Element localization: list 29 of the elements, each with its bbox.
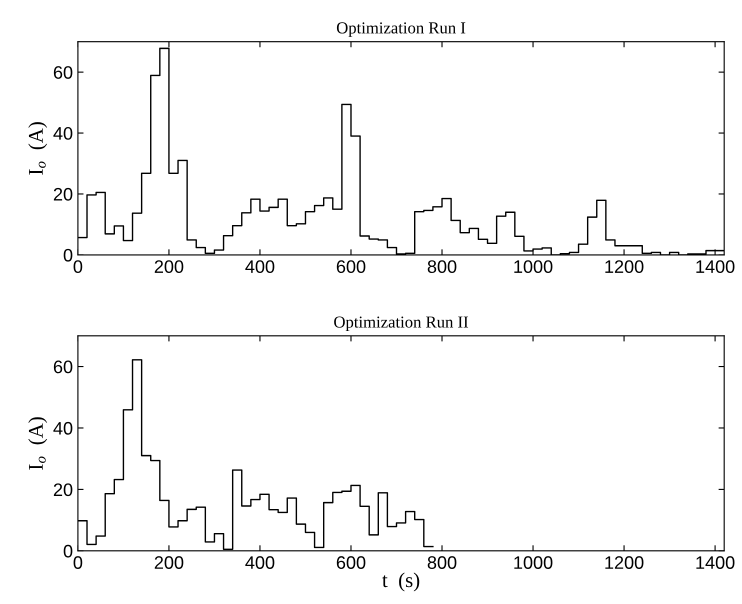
chart-title: Optimization Run I <box>336 22 466 37</box>
x-tick-label: 0 <box>74 556 82 569</box>
x-tick-label: 0 <box>74 260 82 274</box>
x-tick-label: 800 <box>428 260 456 274</box>
y-tick-label: 60 <box>54 360 72 374</box>
x-tick-label: 600 <box>336 260 366 274</box>
x-tick-label: 400 <box>245 260 274 274</box>
x-tick-label: 1000 <box>514 260 552 274</box>
y-tick-label: 20 <box>54 483 72 496</box>
chart-title: Optimization Run II <box>334 316 468 332</box>
y-tick-label: 20 <box>54 188 72 201</box>
y-tick-label: 40 <box>53 422 72 435</box>
x-tick-label: 1200 <box>605 556 644 569</box>
x-axis-title: t (s) <box>382 572 420 592</box>
y-axis-title: I$_{o}$ (A) <box>28 417 48 470</box>
x-tick-label: 1000 <box>514 556 552 569</box>
y-tick-label: 60 <box>54 66 72 79</box>
x-tick-label: 800 <box>428 556 456 569</box>
y-tick-label: 0 <box>64 248 72 262</box>
y-axis-title: I$_{o}$ (A) <box>28 122 48 175</box>
y-tick-label: 40 <box>53 126 72 140</box>
x-tick-label: 1400 <box>696 260 734 274</box>
x-tick-label: 200 <box>154 556 184 569</box>
x-tick-label: 600 <box>336 556 366 569</box>
x-tick-label: 200 <box>154 260 184 274</box>
y-tick-label: 0 <box>64 544 72 558</box>
x-tick-label: 400 <box>245 556 274 569</box>
x-tick-label: 1200 <box>605 260 644 274</box>
x-tick-label: 1400 <box>696 556 734 569</box>
